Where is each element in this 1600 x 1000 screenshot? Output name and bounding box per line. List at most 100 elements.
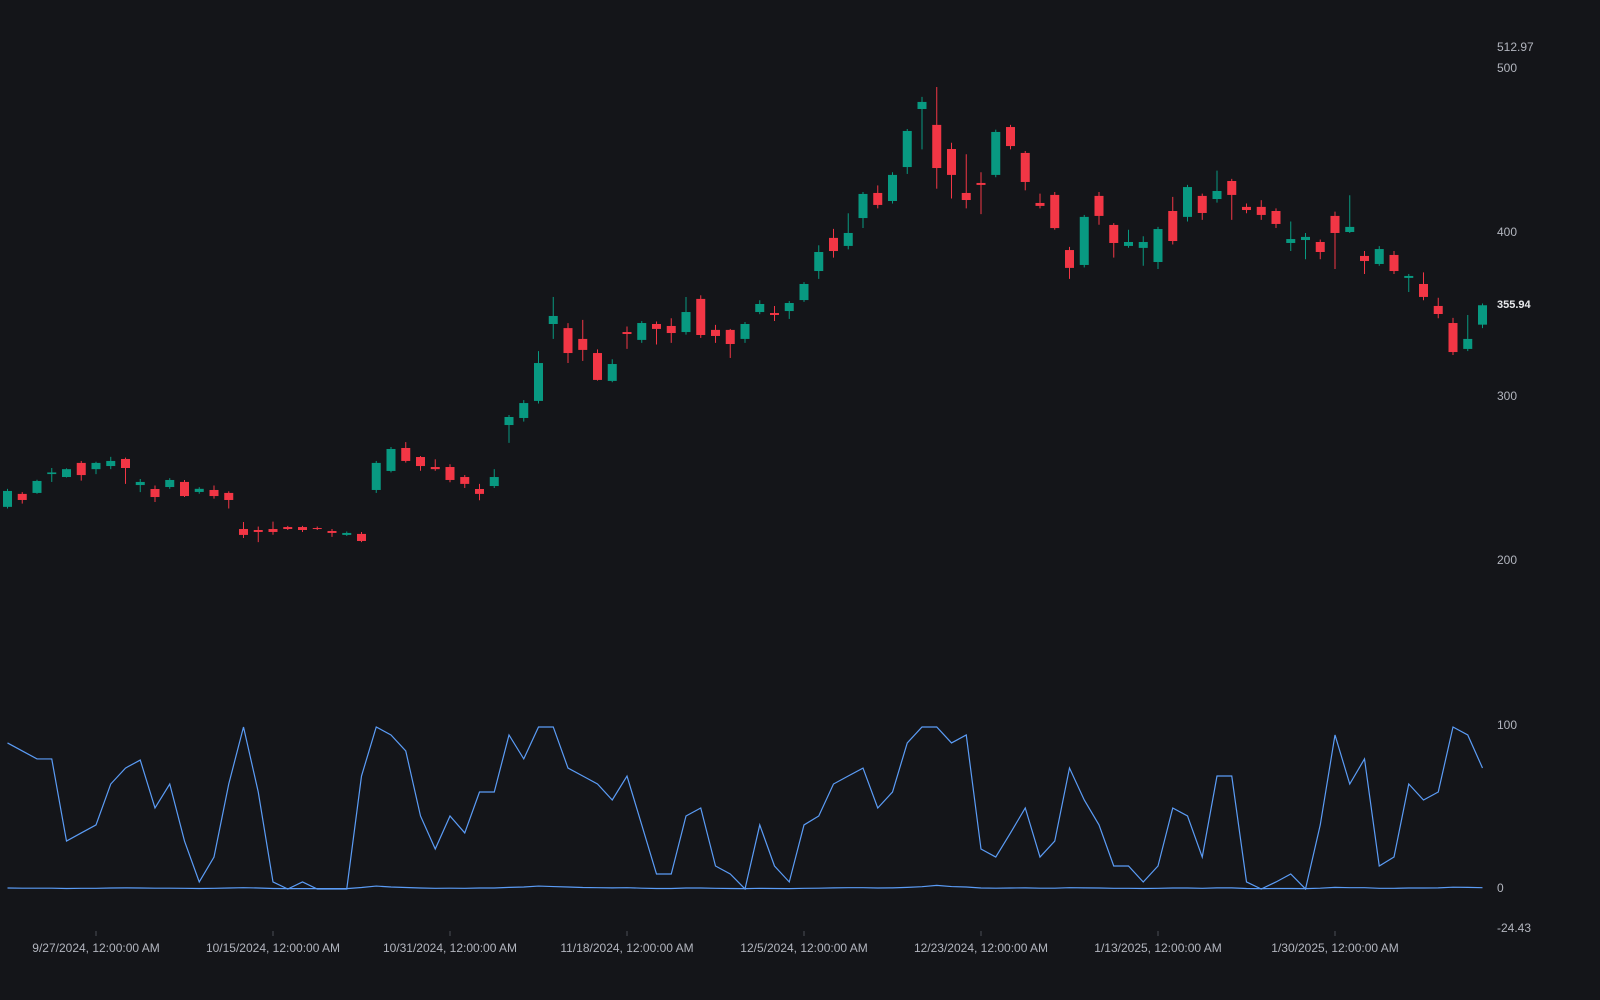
y-tick-label: 512.97 <box>1497 40 1534 54</box>
candle-body <box>445 467 455 480</box>
candle-body <box>932 124 942 169</box>
candle-body <box>1079 216 1089 265</box>
candle-body <box>902 130 912 168</box>
x-tick-label: 1/30/2025, 12:00:00 AM <box>1271 941 1398 955</box>
candle-body <box>666 325 676 334</box>
candle-body <box>91 462 101 470</box>
candle-body <box>1242 206 1251 211</box>
candle-body <box>1360 255 1369 262</box>
candle-body <box>696 298 706 335</box>
candle-body <box>209 489 219 497</box>
candle-body <box>829 237 838 252</box>
candle-body <box>814 252 824 272</box>
candle-body <box>342 532 352 535</box>
candle-body <box>1183 187 1192 217</box>
y-tick-label: 500 <box>1497 61 1517 75</box>
candle-body <box>401 447 411 461</box>
x-tick-label: 10/15/2024, 12:00:00 AM <box>206 941 340 955</box>
candle-body <box>121 458 130 469</box>
candle-body <box>504 416 514 426</box>
candle-body <box>3 490 12 507</box>
candle-body <box>1227 180 1237 195</box>
candle-body <box>327 530 337 533</box>
candle-body <box>799 283 809 301</box>
candle-body <box>976 182 986 185</box>
candle-body <box>1271 211 1281 224</box>
candle-body <box>725 329 735 345</box>
candle-body <box>1006 127 1015 147</box>
candle-body <box>991 131 1001 175</box>
candle-body <box>1197 195 1207 213</box>
candle-body <box>1448 323 1458 353</box>
candle-body <box>1138 241 1148 248</box>
candle-body <box>784 303 794 312</box>
candle-body <box>106 460 116 467</box>
y-tick-label: 300 <box>1497 389 1517 403</box>
y-tick-label: 100 <box>1497 718 1517 732</box>
candle-body <box>1389 254 1399 272</box>
candle-body <box>1035 202 1045 206</box>
indicator-line <box>7 884 1483 890</box>
candle-body <box>637 323 647 340</box>
candle-body <box>1050 194 1060 229</box>
x-tick-label: 12/23/2024, 12:00:00 AM <box>914 941 1048 955</box>
candle-body <box>1094 195 1104 216</box>
candle-body <box>681 312 691 333</box>
y-tick-label: -24.43 <box>1497 921 1531 935</box>
candle-body <box>652 324 661 329</box>
candle-body <box>76 462 86 476</box>
candle-body <box>1286 239 1296 243</box>
candle-body <box>593 353 602 380</box>
candle-body <box>917 101 927 109</box>
candle-body <box>47 472 57 475</box>
candle-body <box>755 303 765 313</box>
y-tick-label: 200 <box>1497 553 1517 567</box>
last-price-label: 355.94 <box>1497 299 1532 311</box>
candle-body <box>1330 215 1340 233</box>
candle-body <box>770 313 779 315</box>
x-tick-label: 10/31/2024, 12:00:00 AM <box>383 941 517 955</box>
candle-body <box>1463 338 1473 349</box>
candle-body <box>1315 241 1325 253</box>
candle-body <box>622 332 632 335</box>
candle-body <box>253 529 263 532</box>
x-tick-label: 9/27/2024, 12:00:00 AM <box>32 941 159 955</box>
candle-body <box>873 192 883 205</box>
candle-body <box>578 338 588 350</box>
candle-body <box>1404 275 1414 278</box>
candle-body <box>1109 224 1119 243</box>
x-tick-label: 1/13/2025, 12:00:00 AM <box>1094 941 1221 955</box>
candle-body <box>711 329 720 336</box>
candle-body <box>563 328 573 354</box>
candle-body <box>312 528 322 530</box>
candle-body <box>62 469 71 478</box>
candle-body <box>371 462 381 490</box>
candle-body <box>607 364 617 381</box>
candle-body <box>1020 152 1030 182</box>
x-tick-label: 12/5/2024, 12:00:00 AM <box>740 941 867 955</box>
candle-body <box>357 533 366 541</box>
candle-body <box>150 488 160 498</box>
candle-body <box>180 481 189 497</box>
candle-body <box>843 232 853 246</box>
candle-body <box>1478 305 1487 325</box>
candle-body <box>548 315 558 325</box>
candle-body <box>268 529 278 532</box>
candle-body <box>17 493 27 500</box>
candle-body <box>1433 305 1443 314</box>
candle-body <box>239 529 248 535</box>
candle-body <box>888 174 897 201</box>
candle-body <box>32 480 42 493</box>
candle-body <box>386 448 396 471</box>
candle-body <box>1153 229 1163 263</box>
candle-body <box>1419 283 1428 297</box>
candle-body <box>947 149 956 175</box>
candle-body <box>1212 190 1222 200</box>
candle-body <box>194 488 204 492</box>
candle-body <box>1345 226 1355 232</box>
candle-body <box>416 457 425 467</box>
candle-body <box>1256 206 1266 215</box>
candle-body <box>519 403 529 418</box>
